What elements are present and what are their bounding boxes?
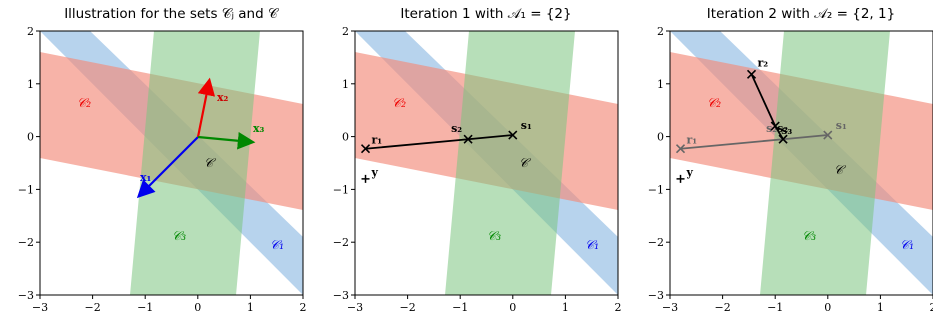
set-region-c3 bbox=[130, 31, 260, 295]
set-label-c2: 𝒞₂ bbox=[77, 95, 91, 110]
x-tick-label: −3 bbox=[662, 301, 678, 314]
y-tick-label: 2 bbox=[657, 25, 664, 38]
x-tick-label: −1 bbox=[452, 301, 468, 314]
y-tick-label: 2 bbox=[27, 25, 34, 38]
x-tick-label: 0 bbox=[824, 301, 831, 314]
vector-x2: x₂ bbox=[196, 77, 229, 138]
set-region-c3 bbox=[760, 31, 890, 295]
y-tick-label: −2 bbox=[18, 236, 34, 249]
point-label: r₁ bbox=[687, 134, 698, 147]
x-tick-label: −3 bbox=[347, 301, 363, 314]
set-label-c1: 𝒞₁ bbox=[585, 237, 599, 252]
x-tick-label: 2 bbox=[930, 301, 933, 314]
panel-0-marks: −3 −2 −1 0 1 2 −3 −2 −1 0 1 2 bbox=[18, 25, 307, 314]
x-tick-label: −2 bbox=[84, 301, 100, 314]
y-tick-label: 1 bbox=[657, 78, 664, 91]
y-tick-label: 0 bbox=[342, 131, 349, 144]
x-tick-label: 1 bbox=[247, 301, 254, 314]
point-marker bbox=[675, 144, 686, 154]
x-tick-label: −2 bbox=[399, 301, 415, 314]
y-tick-label: −2 bbox=[333, 236, 349, 249]
point-label: s₂ bbox=[777, 122, 788, 135]
y-tick-label: −3 bbox=[18, 289, 34, 302]
x-tick-label: −2 bbox=[714, 301, 730, 314]
point-marker bbox=[463, 134, 473, 144]
x-tick-label: 2 bbox=[300, 301, 307, 314]
panel-iteration-1: Iteration 1 with 𝒜₁ = {2} 𝒞₂ 𝒞 𝒞₃ 𝒞₁ bbox=[354, 6, 619, 296]
x-tick-label: −1 bbox=[137, 301, 153, 314]
vector-x1-label: x₁ bbox=[140, 171, 152, 184]
set-label-c2: 𝒞₂ bbox=[392, 95, 406, 110]
point-marker bbox=[746, 69, 757, 79]
point-label: s₂ bbox=[451, 122, 462, 135]
set-label-c3: 𝒞₃ bbox=[487, 228, 501, 243]
y-tick-label: 0 bbox=[27, 131, 34, 144]
point-marker bbox=[770, 121, 780, 131]
dynamic-marks: −3 −2 −1 0 1 2 −3 −2 −1 0 1 2 −3 −2 −1 0 1 2 −3 −2 −1 0 1 2 y r₁ s… bbox=[18, 25, 933, 314]
vector-x3-label: x₃ bbox=[253, 122, 265, 135]
x-tick-label: 0 bbox=[194, 301, 201, 314]
point-label: s₁ bbox=[521, 119, 532, 132]
point-label: s₃ bbox=[781, 124, 792, 137]
point-marker bbox=[778, 134, 788, 144]
x-tick-label: 2 bbox=[615, 301, 622, 314]
vector-x2-label: x₂ bbox=[217, 91, 229, 104]
vector-x1: x₁ bbox=[136, 136, 199, 199]
set-label-c2: 𝒞₂ bbox=[707, 95, 721, 110]
set-label-c3: 𝒞₃ bbox=[172, 228, 186, 243]
x-tick-label: 0 bbox=[509, 301, 516, 314]
axes-frame bbox=[39, 30, 304, 296]
y-tick-label: −3 bbox=[648, 289, 664, 302]
y-tick-label: 0 bbox=[657, 131, 664, 144]
axes-frame bbox=[669, 30, 933, 296]
y-tick-label: −1 bbox=[648, 183, 664, 196]
y-tick-label: −3 bbox=[333, 289, 349, 302]
y-tick-label: 1 bbox=[27, 78, 34, 91]
point-label: r₂ bbox=[758, 56, 769, 69]
x-tick-label: 1 bbox=[562, 301, 569, 314]
panel-title: Iteration 1 with 𝒜₁ = {2} bbox=[400, 6, 571, 22]
point-marker bbox=[508, 130, 518, 140]
x-tick-label: −1 bbox=[767, 301, 783, 314]
panel-title: Illustration for the sets 𝒞ⱼ and 𝒞 bbox=[64, 6, 280, 22]
set-region-c3 bbox=[445, 31, 575, 295]
vector-x3: x₃ bbox=[197, 122, 265, 150]
point-y-label: y bbox=[686, 166, 694, 179]
y-tick-label: −1 bbox=[18, 183, 34, 196]
point-label: s₁ bbox=[836, 119, 847, 132]
y-tick-label: 2 bbox=[342, 25, 349, 38]
set-label-c1: 𝒞₁ bbox=[270, 237, 284, 252]
panel-title: Iteration 2 with 𝒜₂ = {2, 1} bbox=[707, 6, 895, 22]
panel-iteration-2: Iteration 2 with 𝒜₂ = {2, 1} 𝒞₂ 𝒞 𝒞₃ 𝒞₁ bbox=[669, 6, 933, 296]
point-y-label: y bbox=[371, 166, 379, 179]
y-tick-label: −2 bbox=[648, 236, 664, 249]
point-label: r₁ bbox=[372, 134, 383, 147]
x-tick-label: 1 bbox=[877, 301, 884, 314]
axes-frame bbox=[354, 30, 619, 296]
x-tick-label: −3 bbox=[32, 301, 48, 314]
y-tick-label: −1 bbox=[333, 183, 349, 196]
set-regions bbox=[355, 31, 618, 295]
set-regions bbox=[670, 31, 933, 295]
panel-1-marks: −3 −2 −1 0 1 2 −3 −2 −1 0 1 2 y r₁ s₂ s₁ bbox=[333, 25, 622, 314]
point-y-marker bbox=[676, 174, 685, 183]
point-y-marker bbox=[361, 174, 370, 183]
y-tick-label: 1 bbox=[342, 78, 349, 91]
panel-sets-illustration: Illustration for the sets 𝒞ⱼ and 𝒞 x₁ x₂… bbox=[39, 6, 304, 296]
point-marker bbox=[823, 130, 833, 140]
set-label-c1: 𝒞₁ bbox=[900, 237, 914, 252]
set-label-c3: 𝒞₃ bbox=[802, 228, 816, 243]
point-marker bbox=[360, 144, 371, 154]
